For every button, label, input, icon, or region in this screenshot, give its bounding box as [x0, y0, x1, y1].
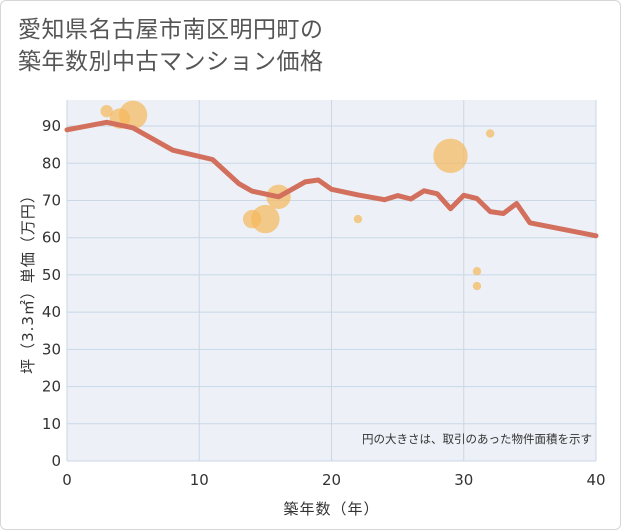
- trend-line: [64, 119, 599, 239]
- bubble-series: [100, 100, 495, 291]
- chart-title: 愛知県名古屋市南区明円町の 築年数別中古マンション価格: [18, 14, 324, 78]
- bubble-point: [472, 281, 482, 291]
- x-tick-label: 40: [586, 471, 605, 489]
- y-tick-label: 80: [42, 154, 61, 172]
- y-tick-label: 40: [42, 303, 61, 321]
- bubble-point: [472, 266, 482, 276]
- bubble-point: [100, 104, 113, 118]
- bubble-point: [251, 204, 280, 234]
- y-tick-label: 10: [42, 415, 61, 433]
- x-tick-labels: 0 10 20 30 40: [62, 471, 605, 489]
- y-tick-label: 70: [42, 191, 61, 209]
- y-axis-label: 坪（3.3㎡）単価（万円）: [19, 187, 37, 374]
- y-tick-label: 50: [42, 266, 61, 284]
- bubble-point: [353, 214, 363, 224]
- x-tick-label: 0: [62, 471, 72, 489]
- bubble-point: [433, 138, 468, 174]
- x-tick-label: 10: [190, 471, 209, 489]
- y-tick-label: 60: [42, 229, 61, 247]
- y-tick-label: 0: [51, 452, 61, 470]
- x-tick-label: 30: [454, 471, 473, 489]
- bubble-point: [486, 129, 495, 138]
- x-tick-label: 20: [322, 471, 341, 489]
- y-tick-label: 90: [42, 117, 61, 135]
- y-tick-labels: 0 10 20 30 40 50 60 70 80 90: [42, 117, 61, 470]
- x-axis-label: 築年数（年）: [283, 500, 379, 518]
- y-tick-label: 30: [42, 340, 61, 358]
- title-line-2: 築年数別中古マンション価格: [18, 49, 324, 75]
- bubble-point: [118, 100, 148, 130]
- y-tick-label: 20: [42, 378, 61, 396]
- grid: [66, 100, 597, 462]
- size-note: 円の大きさは、取引のあった物件面積を示す: [362, 432, 592, 446]
- title-line-1: 愛知県名古屋市南区明円町の: [18, 17, 324, 43]
